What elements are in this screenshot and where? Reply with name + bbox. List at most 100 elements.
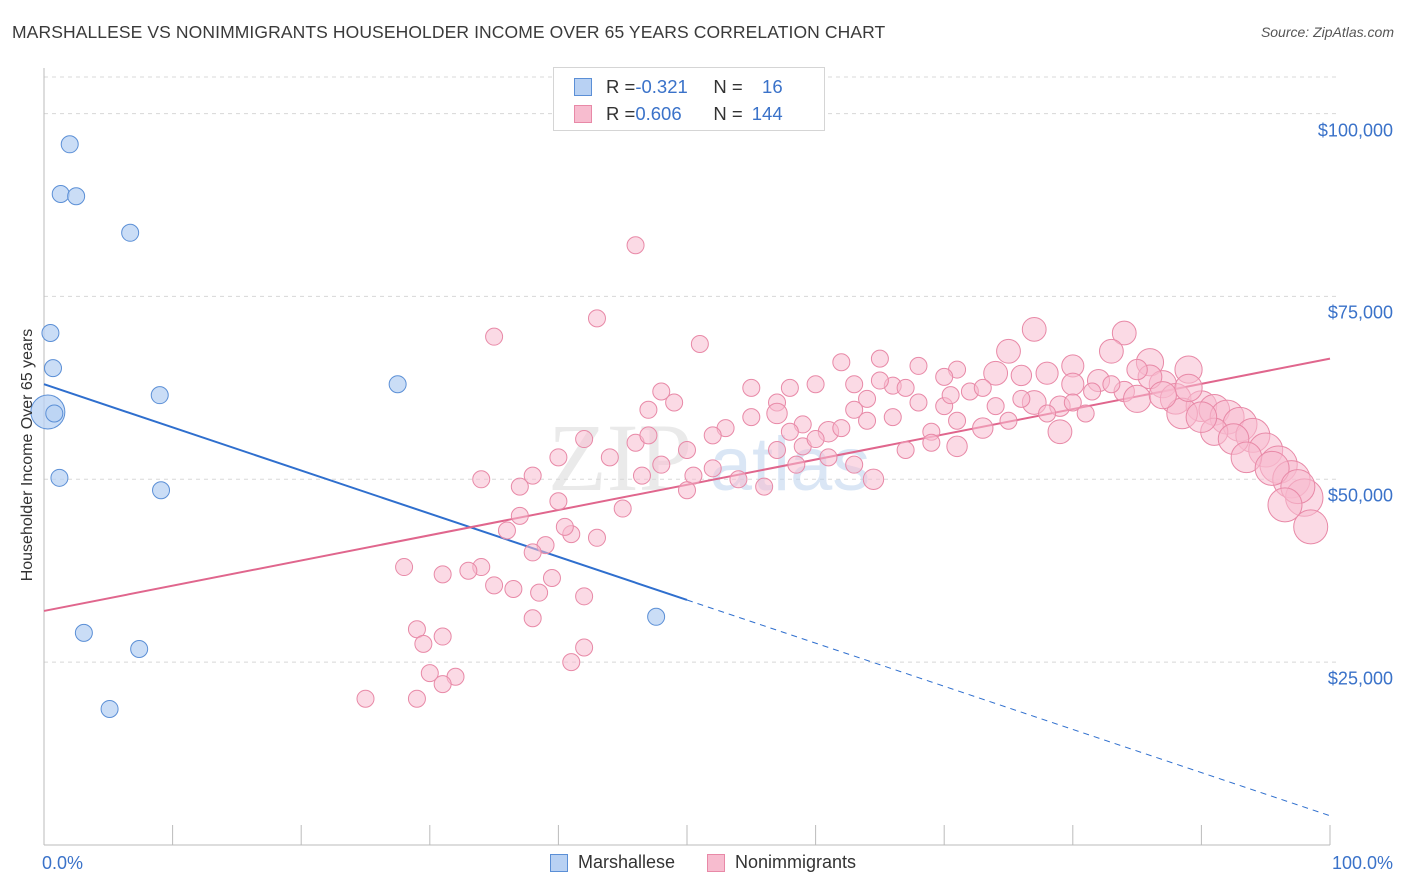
data-point-nonimmigrants	[356, 689, 375, 708]
data-point-nonimmigrants	[896, 441, 915, 460]
data-point-nonimmigrants	[510, 506, 529, 525]
data-point-marshallese	[130, 639, 149, 658]
data-point-nonimmigrants	[870, 349, 889, 368]
data-point-nonimmigrants	[1267, 487, 1303, 523]
n-label: N =	[713, 76, 743, 97]
data-point-marshallese	[388, 375, 407, 394]
data-point-nonimmigrants	[523, 543, 542, 562]
data-point-nonimmigrants	[1123, 384, 1152, 413]
data-point-nonimmigrants	[1035, 361, 1059, 385]
data-point-nonimmigrants	[395, 558, 414, 577]
data-point-nonimmigrants	[973, 378, 992, 397]
nonimmigrants-swatch	[574, 105, 592, 123]
data-point-nonimmigrants	[1293, 509, 1329, 545]
data-point-marshallese	[121, 223, 140, 242]
data-point-nonimmigrants	[729, 470, 748, 489]
data-point-nonimmigrants	[530, 583, 549, 602]
legend-label: Marshallese	[577, 852, 675, 872]
data-point-nonimmigrants	[986, 397, 1005, 416]
data-point-marshallese	[44, 359, 63, 378]
y-tick-label: $50,000	[1327, 485, 1393, 506]
data-point-marshallese	[647, 607, 666, 626]
data-point-marshallese	[152, 481, 171, 500]
data-point-nonimmigrants	[742, 408, 761, 427]
data-point-nonimmigrants	[883, 408, 902, 427]
r-value: -0.321	[635, 76, 688, 97]
data-point-nonimmigrants	[523, 609, 542, 628]
legend-item-marshallese[interactable]: Marshallese	[549, 852, 675, 873]
r-value: 0.606	[635, 103, 682, 124]
data-point-nonimmigrants	[768, 441, 787, 460]
data-point-nonimmigrants	[766, 402, 788, 425]
data-point-nonimmigrants	[755, 477, 774, 496]
data-point-nonimmigrants	[510, 477, 529, 496]
data-point-nonimmigrants	[703, 426, 722, 445]
data-point-nonimmigrants	[639, 426, 658, 445]
data-point-nonimmigrants	[459, 561, 478, 580]
data-point-nonimmigrants	[909, 356, 928, 375]
data-point-marshallese	[51, 185, 70, 204]
data-point-nonimmigrants	[433, 565, 452, 584]
legend-item-nonimmigrants[interactable]: Nonimmigrants	[707, 852, 856, 873]
data-point-nonimmigrants	[632, 466, 651, 485]
data-point-nonimmigrants	[832, 353, 851, 372]
legend-swatch-blue	[549, 853, 568, 872]
data-point-nonimmigrants	[1102, 375, 1121, 394]
data-point-nonimmigrants	[652, 382, 671, 401]
data-point-nonimmigrants	[542, 569, 561, 588]
data-point-nonimmigrants	[832, 419, 851, 438]
data-point-nonimmigrants	[948, 411, 967, 430]
data-point-nonimmigrants	[858, 389, 877, 408]
watermark-zip: ZIP	[548, 404, 692, 511]
data-point-nonimmigrants	[858, 411, 877, 430]
bottom-legend: Marshallese Nonimmigrants	[0, 852, 1406, 873]
data-point-nonimmigrants	[983, 360, 1009, 386]
data-point-nonimmigrants	[600, 448, 619, 467]
data-point-nonimmigrants	[909, 393, 928, 412]
data-point-marshallese	[100, 699, 119, 718]
data-point-nonimmigrants	[845, 375, 864, 394]
axes	[43, 68, 1331, 846]
data-point-marshallese	[50, 468, 69, 487]
data-point-nonimmigrants	[414, 634, 433, 653]
data-point-nonimmigrants	[1126, 358, 1148, 381]
data-point-nonimmigrants	[472, 470, 491, 489]
data-point-nonimmigrants	[549, 448, 568, 467]
y-axis-label: Householder Income Over 65 years	[19, 328, 36, 582]
data-point-nonimmigrants	[626, 236, 645, 255]
data-point-nonimmigrants	[690, 334, 709, 353]
trend-line-marshallese	[43, 383, 688, 601]
data-point-nonimmigrants	[549, 492, 568, 511]
y-tick-label: $100,000	[1317, 120, 1393, 141]
data-point-nonimmigrants	[870, 371, 889, 390]
data-point-nonimmigrants	[652, 455, 671, 474]
data-point-nonimmigrants	[703, 459, 722, 478]
legend-label: Nonimmigrants	[735, 852, 857, 872]
data-point-nonimmigrants	[972, 417, 994, 439]
data-point-nonimmigrants	[819, 448, 838, 467]
data-point-nonimmigrants	[407, 689, 426, 708]
data-point-nonimmigrants	[780, 378, 799, 397]
data-point-nonimmigrants	[523, 466, 542, 485]
data-point-nonimmigrants	[485, 327, 504, 346]
data-point-nonimmigrants	[996, 338, 1021, 364]
data-point-marshallese	[74, 623, 93, 642]
data-point-nonimmigrants	[1038, 404, 1057, 423]
n-value: 144	[751, 103, 783, 124]
data-point-nonimmigrants	[845, 400, 864, 419]
chart-title: MARSHALLESE VS NONIMMIGRANTS HOUSEHOLDER…	[12, 22, 886, 42]
trend-line-marshallese-extrapolated	[686, 599, 1331, 817]
data-point-nonimmigrants	[555, 517, 574, 536]
y-tick-label: $75,000	[1327, 302, 1393, 323]
data-point-nonimmigrants	[587, 528, 606, 547]
data-point-nonimmigrants	[1012, 389, 1031, 408]
data-point-nonimmigrants	[575, 430, 594, 449]
data-point-nonimmigrants	[1174, 373, 1203, 402]
data-point-nonimmigrants	[562, 653, 581, 672]
series-nonimmigrants-points	[356, 236, 1329, 708]
data-point-nonimmigrants	[742, 378, 761, 397]
data-point-nonimmigrants	[896, 378, 915, 397]
data-point-nonimmigrants	[780, 422, 799, 441]
x-tick-min: 0.0%	[42, 853, 84, 873]
n-value: 16	[762, 76, 783, 97]
